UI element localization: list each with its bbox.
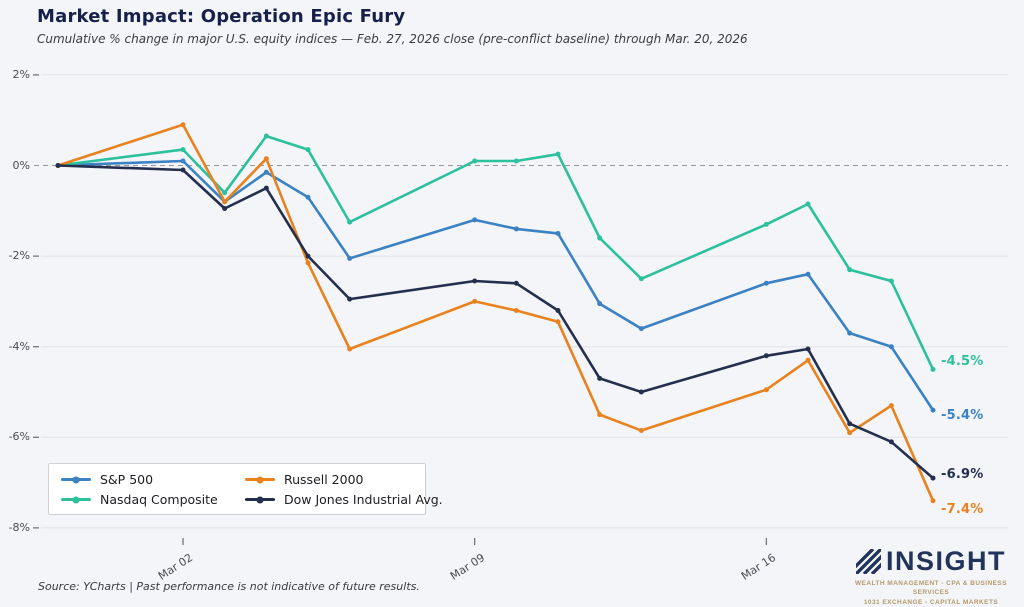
series-line-nasdaq-composite bbox=[56, 134, 935, 371]
y-tick-label: -4% bbox=[8, 339, 30, 353]
legend-item-nasdaq: Nasdaq Composite bbox=[61, 492, 241, 507]
hatch-logo-icon bbox=[855, 549, 881, 574]
page-title: Market Impact: Operation Epic Fury bbox=[37, 6, 406, 27]
end-label-sp500: -5.4% bbox=[941, 408, 984, 424]
nasdaq-line-marker bbox=[61, 496, 91, 503]
y-tick-label: 0% bbox=[12, 158, 30, 172]
dow-line-marker bbox=[245, 496, 275, 503]
series-line-dow-jones-industrial-avg- bbox=[56, 164, 935, 480]
source-note: Source: YCharts | Past performance is no… bbox=[38, 580, 420, 593]
end-label-nasdaq: -4.5% bbox=[941, 354, 984, 370]
y-tick-label: -6% bbox=[8, 430, 30, 444]
series-lines bbox=[55, 122, 936, 504]
end-label-dow: -6.9% bbox=[941, 467, 984, 483]
logo-tagline-1: WEALTH MANAGEMENT - CPA & BUSINESS SERVI… bbox=[854, 580, 1008, 597]
legend-item-sp500: S&P 500 bbox=[61, 472, 241, 487]
gridlines bbox=[33, 74, 1008, 545]
y-tick-label: -2% bbox=[8, 249, 30, 263]
legend-label-nasdaq: Nasdaq Composite bbox=[100, 492, 218, 507]
logo-tagline-2: 1031 EXCHANGE - CAPITAL MARKETS bbox=[863, 598, 999, 606]
legend-label-sp500: S&P 500 bbox=[100, 472, 154, 487]
insight-logo: INSIGHT WEALTH MANAGEMENT - CPA & BUSINE… bbox=[836, 546, 1024, 607]
sp500-line-marker bbox=[61, 476, 91, 483]
legend: S&P 500 Russell 2000 Nasdaq Composite Do… bbox=[48, 463, 443, 515]
russell-line-marker bbox=[245, 476, 275, 483]
end-label-russell: -7.4% bbox=[941, 501, 984, 517]
y-tick-label: 2% bbox=[12, 67, 30, 81]
series-line-russell-2000 bbox=[56, 123, 935, 503]
legend-item-russell: Russell 2000 bbox=[245, 472, 443, 487]
chart-subtitle: Cumulative % change in major U.S. equity… bbox=[37, 32, 748, 46]
y-tick-label: -8% bbox=[8, 520, 30, 534]
series-line-s-p-500 bbox=[56, 159, 935, 412]
legend-label-russell: Russell 2000 bbox=[284, 472, 364, 487]
logo-wordmark: INSIGHT bbox=[885, 546, 1006, 576]
legend-label-dow: Dow Jones Industrial Avg. bbox=[284, 492, 443, 507]
legend-item-dow: Dow Jones Industrial Avg. bbox=[245, 492, 443, 507]
